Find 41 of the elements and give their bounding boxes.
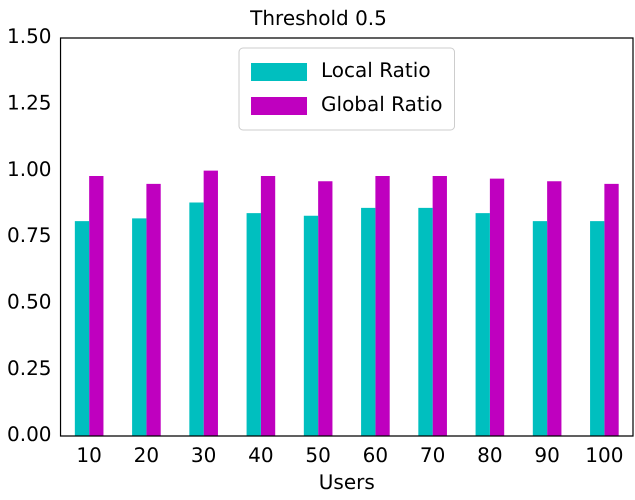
y-tick-label: 0.00 <box>7 422 52 446</box>
x-tick-label: 70 <box>420 443 446 468</box>
x-tick-label: 20 <box>134 443 160 468</box>
legend-label: Local Ratio <box>321 58 431 82</box>
x-tick-label: 10 <box>76 443 102 468</box>
x-tick-label: 40 <box>248 443 274 468</box>
bar <box>418 208 433 436</box>
bar <box>318 181 332 436</box>
bar <box>189 202 204 436</box>
y-tick-label: 0.50 <box>7 290 52 314</box>
bar <box>361 208 376 436</box>
bar <box>204 170 218 436</box>
bar <box>547 181 562 436</box>
x-tick-label: 30 <box>190 443 216 468</box>
y-tick-label: 0.25 <box>7 356 52 380</box>
legend-label: Global Ratio <box>321 92 443 116</box>
bar <box>146 184 161 436</box>
bar <box>246 213 261 436</box>
bar <box>432 176 447 436</box>
y-tick-label: 1.50 <box>7 24 52 48</box>
bar <box>304 216 318 436</box>
chart-title: Threshold 0.5 <box>249 6 387 30</box>
bar <box>375 176 390 436</box>
x-tick-label: 50 <box>305 443 331 468</box>
bar <box>476 213 490 436</box>
y-tick-label: 0.75 <box>7 223 52 248</box>
bar <box>89 176 104 436</box>
x-tick-label: 100 <box>585 443 624 468</box>
bar <box>490 178 504 436</box>
x-tick-label: 80 <box>477 443 503 468</box>
x-tick-label: 60 <box>362 443 388 468</box>
bar <box>74 221 90 436</box>
bar <box>532 221 548 436</box>
bar <box>590 221 604 436</box>
bar <box>604 184 619 436</box>
y-tick-label: 1.25 <box>7 90 52 115</box>
bar <box>132 218 146 436</box>
x-tick-label: 90 <box>534 443 560 468</box>
x-axis-title: Users <box>318 470 375 494</box>
bar <box>260 176 276 436</box>
y-tick-label: 1.00 <box>7 156 52 181</box>
